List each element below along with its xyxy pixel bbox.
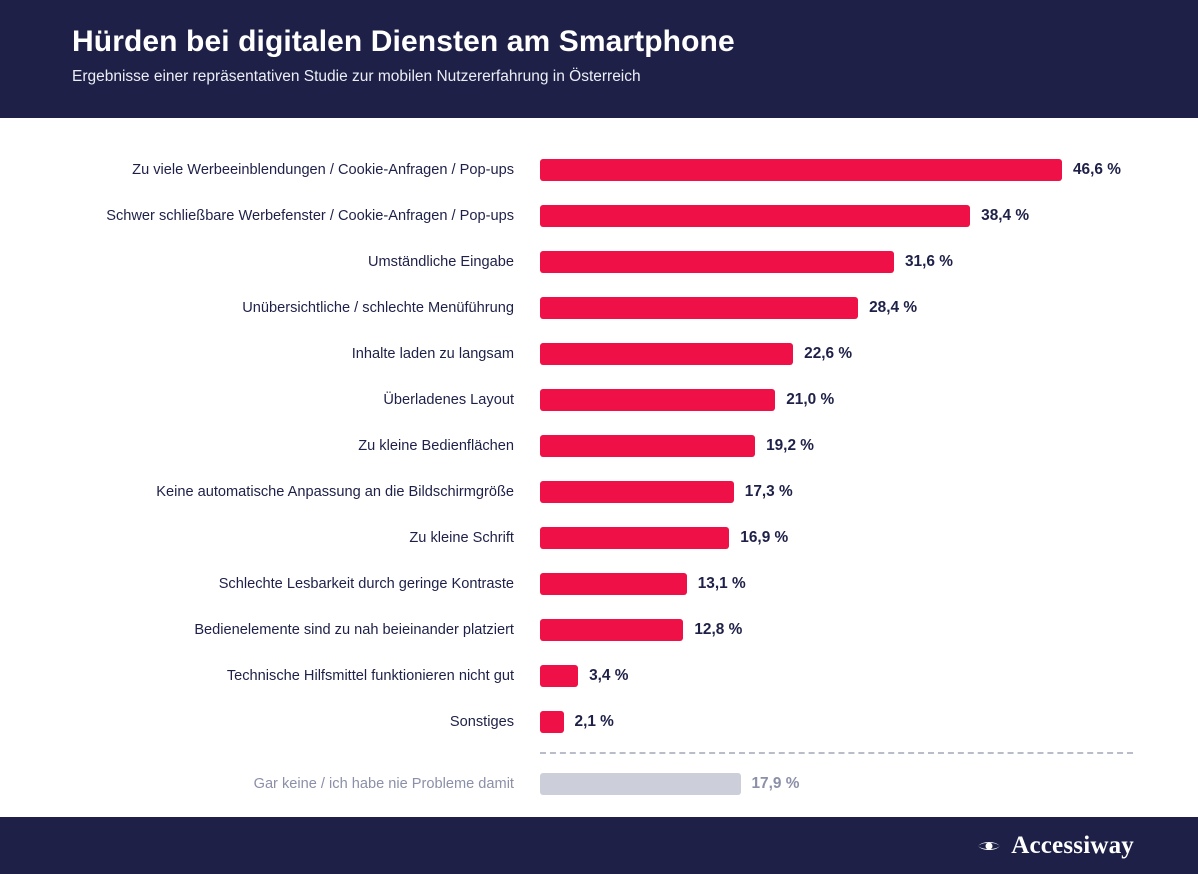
bar-row: Schwer schließbare Werbefenster / Cookie…	[0, 193, 1198, 239]
bar-track: 2,1 %	[540, 711, 1198, 733]
bar-track: 22,6 %	[540, 343, 1198, 365]
bar-row-label: Inhalte laden zu langsam	[351, 346, 514, 362]
bar-row: Inhalte laden zu langsam 22,6 %	[0, 331, 1198, 377]
bar-row: Gar keine / ich habe nie Probleme damit 1…	[0, 761, 1198, 807]
bar-value-label: 19,2 %	[766, 437, 814, 454]
bar	[540, 435, 756, 457]
bar-chart-rows: Zu viele Werbeeinblendungen / Cookie-Anf…	[0, 147, 1198, 807]
bar-track: 46,6 %	[540, 159, 1198, 181]
bar-track: 3,4 %	[540, 665, 1198, 687]
bar-row-label: Keine automatische Anpassung an die Bild…	[156, 484, 514, 500]
bar-track: 21,0 %	[540, 389, 1198, 411]
bar-row-label: Bedienelemente sind zu nah beieinander p…	[194, 622, 514, 638]
page-footer: Accessiway	[0, 817, 1198, 874]
dashed-divider-line	[540, 752, 1133, 754]
bar-value-label: 21,0 %	[786, 391, 835, 408]
bar-track: 31,6 %	[540, 251, 1198, 273]
bar-row: Bedienelemente sind zu nah beieinander p…	[0, 607, 1198, 653]
bar-row-label: Zu kleine Schrift	[409, 530, 514, 546]
bar	[540, 297, 859, 319]
bar	[540, 773, 741, 795]
bar-row-label: Technische Hilfsmittel funktionieren nic…	[226, 668, 514, 684]
bar-row: Zu kleine Bedienflächen 19,2 %	[0, 423, 1198, 469]
bar	[540, 481, 734, 503]
bar-row: Zu viele Werbeeinblendungen / Cookie-Anf…	[0, 147, 1198, 193]
bar-row: Zu kleine Schrift 16,9 %	[0, 515, 1198, 561]
bar-track: 12,8 %	[540, 619, 1198, 641]
bar-track: 38,4 %	[540, 205, 1198, 227]
bar-value-label: 31,6 %	[904, 253, 953, 270]
bar-row: Überladenes Layout 21,0 %	[0, 377, 1198, 423]
bar-value-label: 17,9 %	[751, 775, 800, 792]
bar-row-label: Umständliche Eingabe	[367, 254, 514, 270]
page-subtitle: Ergebnisse einer repräsentativen Studie …	[72, 68, 641, 85]
bar-row-label: Schwer schließbare Werbefenster / Cookie…	[106, 208, 514, 224]
page-header: Hürden bei digitalen Diensten am Smartph…	[0, 0, 1198, 118]
bar-row-label: Überladenes Layout	[383, 392, 514, 408]
bar-row-label: Zu viele Werbeeinblendungen / Cookie-Anf…	[132, 162, 514, 178]
bar	[540, 159, 1062, 181]
bar-row: Technische Hilfsmittel funktionieren nic…	[0, 653, 1198, 699]
bar-value-label: 17,3 %	[744, 483, 793, 500]
bar-value-label: 16,9 %	[740, 529, 789, 546]
bar-chart: Zu viele Werbeeinblendungen / Cookie-Anf…	[0, 118, 1198, 817]
bar-row: Unübersichtliche / schlechte Menüführung…	[0, 285, 1198, 331]
bar-track: 19,2 %	[540, 435, 1198, 457]
bar-value-label: 3,4 %	[589, 667, 629, 684]
bar-row-label: Unübersichtliche / schlechte Menüführung	[242, 300, 514, 316]
section-separator	[0, 745, 1198, 761]
bar-row: Schlechte Lesbarkeit durch geringe Kontr…	[0, 561, 1198, 607]
bar	[540, 251, 894, 273]
bar-row-label: Sonstiges	[449, 714, 514, 730]
bar	[540, 389, 776, 411]
bar-row-label: Gar keine / ich habe nie Probleme damit	[253, 776, 514, 792]
bar	[540, 665, 579, 687]
bar	[540, 573, 687, 595]
bar-row-label: Zu kleine Bedienflächen	[358, 438, 514, 454]
bar	[540, 711, 564, 733]
bar	[540, 343, 794, 365]
bar-row: Sonstiges 2,1 %	[0, 699, 1198, 745]
bar-value-label: 38,4 %	[981, 207, 1030, 224]
bar-value-label: 12,8 %	[694, 621, 743, 638]
bar-track: 13,1 %	[540, 573, 1198, 595]
bar-value-label: 2,1 %	[574, 713, 614, 730]
bar-track: 17,3 %	[540, 481, 1198, 503]
bar-row: Keine automatische Anpassung an die Bild…	[0, 469, 1198, 515]
bar	[540, 619, 684, 641]
bar-row: Umständliche Eingabe 31,6 %	[0, 239, 1198, 285]
brand-name: Accessiway	[1011, 831, 1134, 859]
brand-logo: Accessiway	[976, 831, 1134, 859]
bar-row-label: Schlechte Lesbarkeit durch geringe Kontr…	[218, 576, 514, 592]
page-title: Hürden bei digitalen Diensten am Smartph…	[72, 25, 735, 58]
bar-value-label: 28,4 %	[869, 299, 918, 316]
bar-track: 28,4 %	[540, 297, 1198, 319]
bar-value-label: 13,1 %	[697, 575, 746, 592]
bar-track: 17,9 %	[540, 773, 1198, 795]
bar-value-label: 22,6 %	[804, 345, 853, 362]
bar	[540, 527, 730, 549]
bar-track: 16,9 %	[540, 527, 1198, 549]
bar	[540, 205, 971, 227]
bar-value-label: 46,6 %	[1073, 161, 1121, 178]
lens-eye-icon	[976, 833, 1002, 859]
